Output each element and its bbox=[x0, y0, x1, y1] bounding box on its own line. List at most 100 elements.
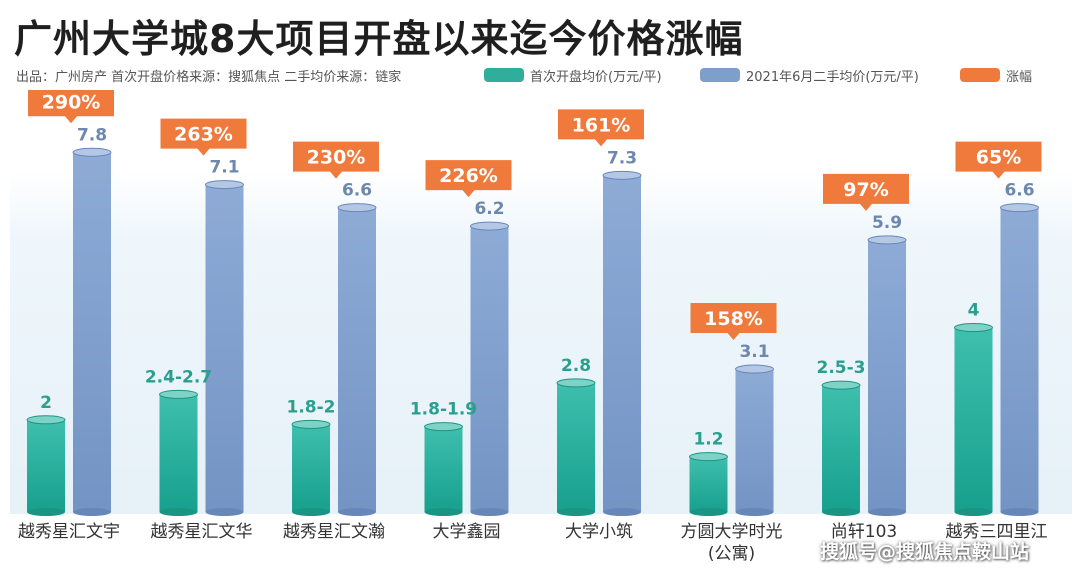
bar-top-resale-price bbox=[735, 364, 774, 374]
bar-base-resale-price bbox=[603, 508, 641, 516]
chart-title: 广州大学城8大项目开盘以来迄今价格涨幅 bbox=[14, 17, 744, 61]
value-label-resale-price: 3.1 bbox=[739, 342, 769, 362]
value-label-first-price: 4 bbox=[968, 301, 980, 321]
bar-top-first-price bbox=[954, 323, 993, 333]
bar-base-first-price bbox=[159, 508, 198, 516]
bar-chart: 2 7.8 290% 越秀星汇文宇 2.4-2.7 7.1 263% 越秀星汇文华 1.8-2 6… bbox=[10, 90, 1072, 564]
category-label: 大学鑫园 bbox=[433, 522, 501, 542]
bar-top-first-price bbox=[159, 389, 198, 399]
increase-callout bbox=[425, 160, 512, 198]
legend-item-first-price: 首次开盘均价(万元/平) bbox=[484, 64, 662, 86]
watermark: 搜狐号@搜狐焦点鞍山站 bbox=[820, 541, 1030, 563]
value-label-first-price: 2.4-2.7 bbox=[145, 367, 212, 387]
bar-base-first-price bbox=[954, 508, 993, 516]
bar-top-resale-price bbox=[337, 203, 377, 213]
bar-top-first-price bbox=[26, 415, 66, 425]
bar-resale-price bbox=[73, 152, 111, 512]
value-label-resale-price: 6.6 bbox=[342, 181, 372, 201]
increase-label: 97% bbox=[843, 179, 888, 201]
increase-label: 263% bbox=[174, 124, 233, 146]
bar-base-resale-price bbox=[338, 508, 376, 516]
value-label-first-price: 1.8-1.9 bbox=[410, 400, 477, 420]
category-label: 大学小筑 bbox=[565, 522, 633, 542]
bar-base-resale-price bbox=[1000, 508, 1039, 516]
bar-resale-price bbox=[205, 184, 244, 512]
bar-base-resale-price bbox=[735, 508, 774, 516]
increase-label: 226% bbox=[439, 165, 498, 187]
increase-callout bbox=[955, 141, 1042, 179]
value-label-resale-price: 6.2 bbox=[474, 199, 504, 219]
increase-label: 65% bbox=[976, 147, 1021, 169]
category-label: 越秀三四里江 bbox=[946, 522, 1048, 542]
bar-base-first-price bbox=[557, 508, 595, 516]
bar-resale-price bbox=[735, 369, 774, 512]
bar-first-price bbox=[954, 327, 993, 512]
bar-top-resale-price bbox=[602, 170, 642, 180]
category-label: 越秀星汇文瀚 bbox=[283, 522, 385, 542]
value-label-first-price: 1.2 bbox=[693, 430, 723, 450]
category-label: 越秀星汇文宇 bbox=[18, 522, 120, 542]
increase-callout bbox=[160, 118, 247, 156]
bar-top-first-price bbox=[821, 380, 861, 390]
bar-base-resale-price bbox=[73, 508, 111, 516]
value-label-resale-price: 7.1 bbox=[209, 158, 239, 178]
source-line: 出品：广州房产 首次开盘价格来源：搜狐焦点 二手均价来源：链家 bbox=[16, 69, 402, 85]
bar-resale-price bbox=[470, 226, 509, 512]
category-label: 尚轩103 bbox=[831, 522, 897, 542]
increase-callout bbox=[293, 141, 379, 179]
value-label-first-price: 2 bbox=[40, 393, 52, 413]
bar-top-first-price bbox=[556, 378, 596, 388]
value-label-resale-price: 7.3 bbox=[607, 148, 637, 168]
bar-top-resale-price bbox=[470, 221, 509, 231]
legend-swatch-teal bbox=[484, 68, 524, 82]
legend-label-resale-price: 2021年6月二手均价(万元/平) bbox=[746, 69, 919, 85]
bar-base-first-price bbox=[424, 508, 463, 516]
bar-top-resale-price bbox=[867, 235, 907, 245]
increase-callout bbox=[823, 173, 909, 211]
category-label: 方圆大学时光 bbox=[681, 522, 783, 542]
bar-first-price bbox=[27, 419, 65, 512]
bar-top-first-price bbox=[291, 419, 331, 429]
bar-base-first-price bbox=[27, 508, 65, 516]
increase-callout bbox=[690, 303, 777, 341]
bar-resale-price bbox=[868, 239, 906, 512]
legend-swatch-blue bbox=[700, 68, 740, 82]
value-label-resale-price: 6.6 bbox=[1004, 181, 1034, 201]
legend-item-increase: 涨幅 bbox=[960, 64, 1032, 86]
bar-base-first-price bbox=[689, 508, 728, 516]
bar-resale-price bbox=[1000, 207, 1039, 512]
bar-first-price bbox=[557, 382, 595, 512]
increase-label: 161% bbox=[572, 114, 631, 136]
bar-top-first-price bbox=[424, 422, 463, 432]
bar-resale-price bbox=[338, 207, 376, 512]
category-label: (公寓) bbox=[708, 544, 755, 564]
bar-base-first-price bbox=[292, 508, 330, 516]
increase-callout bbox=[28, 90, 114, 124]
bar-base-resale-price bbox=[205, 508, 244, 516]
value-label-first-price: 2.8 bbox=[561, 356, 591, 376]
value-label-first-price: 2.5-3 bbox=[817, 358, 866, 378]
bar-top-first-price bbox=[689, 452, 728, 462]
bar-top-resale-price bbox=[205, 180, 244, 190]
increase-callout bbox=[558, 109, 644, 147]
bar-base-first-price bbox=[822, 508, 860, 516]
bar-base-resale-price bbox=[868, 508, 906, 516]
value-label-first-price: 1.8-2 bbox=[287, 397, 336, 417]
value-label-resale-price: 5.9 bbox=[872, 213, 902, 233]
legend-label-first-price: 首次开盘均价(万元/平) bbox=[530, 69, 662, 85]
legend-item-resale-price: 2021年6月二手均价(万元/平) bbox=[700, 64, 919, 86]
legend-label-increase: 涨幅 bbox=[1006, 69, 1033, 85]
value-label-resale-price: 7.8 bbox=[77, 125, 107, 145]
bar-top-resale-price bbox=[72, 147, 112, 157]
bar-base-resale-price bbox=[470, 508, 509, 516]
increase-label: 290% bbox=[42, 91, 101, 113]
bar-first-price bbox=[159, 394, 198, 512]
bar-first-price bbox=[822, 385, 860, 512]
category-label: 越秀星汇文华 bbox=[151, 522, 253, 542]
legend-swatch-orange bbox=[960, 68, 1000, 82]
bar-first-price bbox=[424, 426, 463, 512]
increase-label: 230% bbox=[307, 147, 366, 169]
increase-label: 158% bbox=[704, 308, 763, 330]
bar-first-price bbox=[292, 424, 330, 512]
bar-top-resale-price bbox=[1000, 203, 1039, 213]
